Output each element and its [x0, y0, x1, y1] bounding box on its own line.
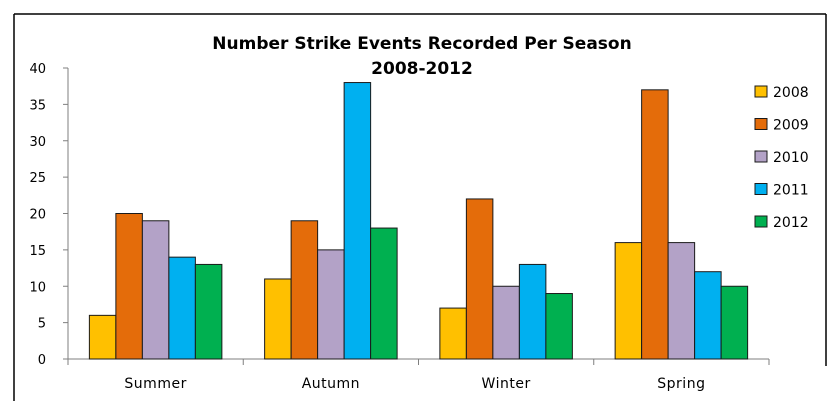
- bar-2008-autumn: [264, 278, 292, 360]
- y-tick-label: 0: [38, 353, 46, 368]
- legend-swatch-2010: [754, 150, 768, 163]
- legend: 2008 2009 2010 2011 2012: [754, 85, 809, 231]
- y-tick-label: 10: [29, 280, 46, 295]
- legend-swatch-2012: [754, 215, 768, 228]
- bar-2011-summer: [168, 256, 196, 360]
- y-tick-label: 15: [29, 244, 46, 259]
- bar-2010-summer: [141, 220, 170, 360]
- bar-2010-autumn: [317, 249, 345, 360]
- y-tick-label: 40: [29, 62, 46, 77]
- bar-2012-autumn: [370, 227, 398, 360]
- x-tick-label: Autumn: [302, 376, 360, 392]
- bar-2009-autumn: [290, 220, 319, 360]
- bar-2009-spring: [641, 89, 669, 360]
- legend-label-2011: 2011: [773, 183, 809, 199]
- x-tick-label: Spring: [657, 376, 705, 392]
- chart-subtitle: 2008-2012: [371, 59, 473, 79]
- bar-2012-summer: [194, 263, 223, 360]
- bar-2008-spring: [614, 242, 643, 360]
- legend-label-2008: 2008: [773, 85, 809, 101]
- y-tick-label: 20: [29, 208, 46, 223]
- x-tick-label: Summer: [124, 376, 186, 392]
- bar-2010-spring: [667, 242, 696, 360]
- plot-area: 0 5 10 15 20 25 30 35 40 Summer Autumn Winter Spring: [29, 62, 770, 392]
- bar-2010-winter: [492, 285, 520, 360]
- chart-title: Number Strike Events Recorded Per Season: [212, 34, 631, 54]
- legend-label-2012: 2012: [773, 215, 809, 231]
- legend-swatch-2008: [754, 85, 768, 98]
- y-tick-label: 30: [29, 135, 46, 150]
- legend-swatch-2009: [754, 118, 768, 130]
- x-tick-label: Winter: [482, 376, 531, 392]
- bar-2009-winter: [465, 198, 494, 360]
- y-tick-label: 35: [29, 98, 46, 113]
- y-tick-label: 25: [29, 171, 46, 186]
- y-tick-label: 5: [38, 317, 46, 332]
- legend-label-2009: 2009: [773, 118, 809, 134]
- bar-2011-spring: [694, 271, 722, 360]
- bar-2008-winter: [439, 307, 467, 360]
- legend-label-2010: 2010: [773, 150, 809, 166]
- bar-2009-summer: [115, 213, 143, 360]
- legend-swatch-2011: [754, 183, 768, 195]
- bar-2012-spring: [720, 285, 749, 360]
- bar-2008-summer: [88, 314, 117, 360]
- bar-2011-autumn: [343, 82, 372, 360]
- bar-2012-winter: [545, 293, 573, 360]
- bar-2011-winter: [518, 263, 547, 360]
